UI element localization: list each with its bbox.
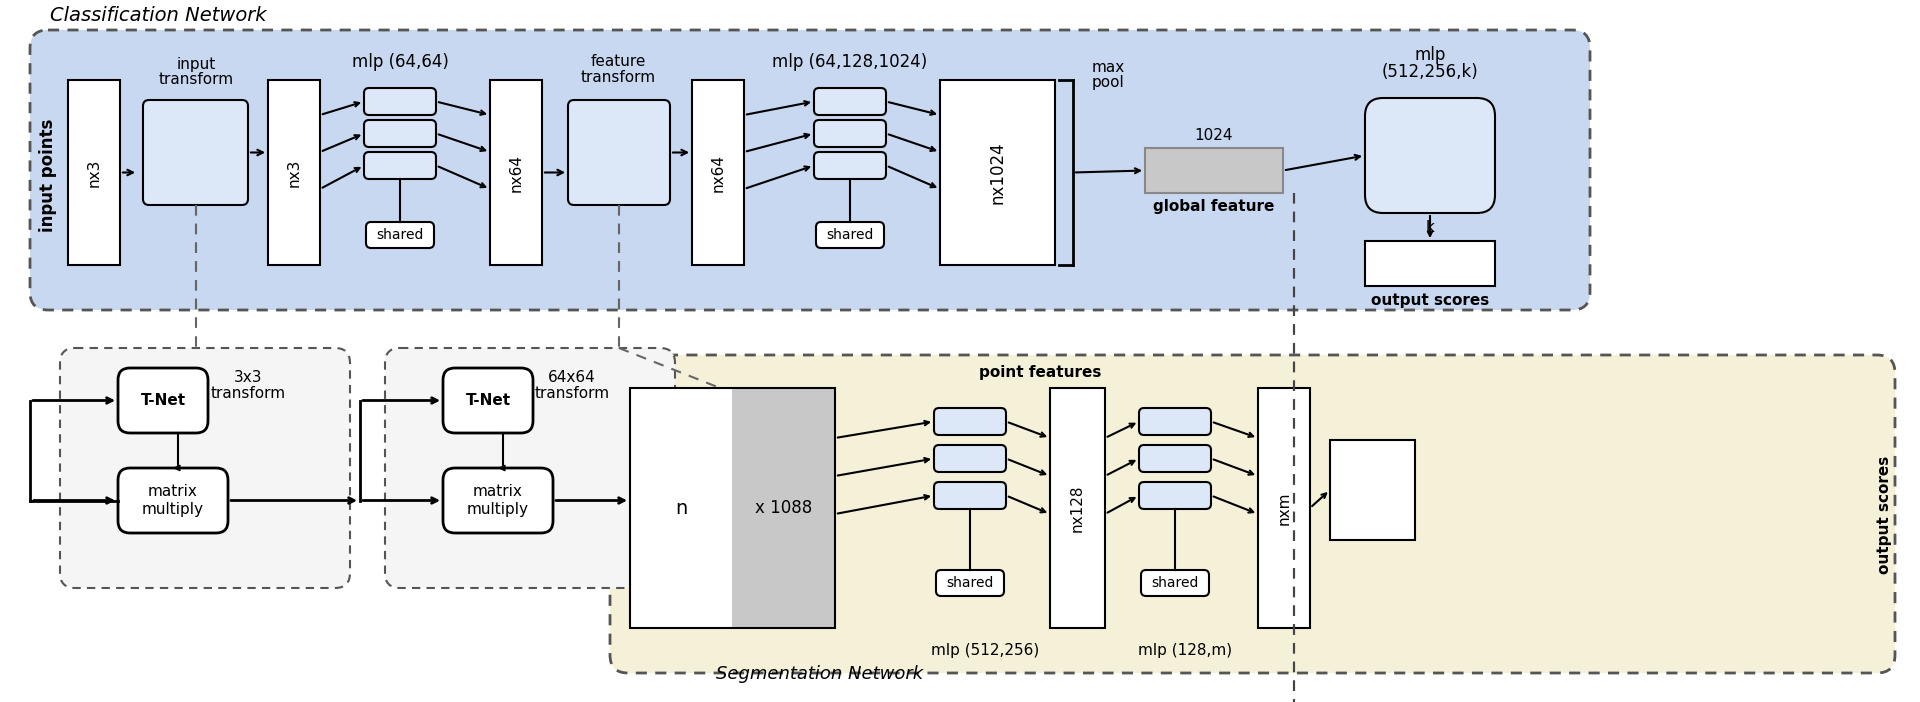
Text: output scores: output scores [1878, 456, 1893, 574]
Text: mlp (64,128,1024): mlp (64,128,1024) [772, 53, 927, 71]
FancyBboxPatch shape [60, 348, 349, 588]
FancyBboxPatch shape [814, 88, 885, 115]
Text: n: n [674, 498, 687, 517]
Text: shared: shared [947, 576, 995, 590]
Text: nx3: nx3 [86, 159, 102, 187]
Text: 3x3: 3x3 [234, 371, 263, 385]
Bar [630, 388, 732, 628]
FancyBboxPatch shape [814, 152, 885, 179]
FancyBboxPatch shape [444, 368, 534, 433]
Text: transform: transform [211, 385, 286, 401]
FancyBboxPatch shape [933, 482, 1006, 509]
Text: input: input [177, 58, 215, 72]
Text: x 1088: x 1088 [755, 499, 812, 517]
Text: nx3: nx3 [286, 159, 301, 187]
Bar [1050, 388, 1106, 628]
Text: nx64: nx64 [509, 154, 524, 192]
Bar [1365, 241, 1496, 286]
Bar [269, 80, 321, 265]
Text: k: k [1425, 220, 1434, 234]
Text: matrix
multiply: matrix multiply [142, 484, 204, 517]
Text: pool: pool [1092, 76, 1125, 91]
FancyBboxPatch shape [1140, 570, 1210, 596]
Text: shared: shared [826, 228, 874, 242]
FancyBboxPatch shape [31, 30, 1590, 310]
FancyBboxPatch shape [937, 570, 1004, 596]
Text: global feature: global feature [1154, 199, 1275, 213]
Text: max: max [1091, 60, 1125, 76]
Text: transform: transform [534, 385, 609, 401]
Text: transform: transform [580, 70, 655, 86]
Text: 1024: 1024 [1194, 128, 1233, 143]
Bar [1258, 388, 1309, 628]
Bar [691, 80, 745, 265]
FancyBboxPatch shape [365, 152, 436, 179]
Text: output scores: output scores [1371, 293, 1490, 307]
Text: (512,256,k): (512,256,k) [1382, 63, 1478, 81]
Bar [1144, 148, 1283, 193]
FancyBboxPatch shape [367, 222, 434, 248]
FancyBboxPatch shape [142, 100, 248, 205]
FancyBboxPatch shape [117, 468, 228, 533]
Text: mlp: mlp [1415, 46, 1446, 64]
FancyBboxPatch shape [1139, 482, 1212, 509]
Bar [630, 388, 835, 628]
Text: nx1024: nx1024 [989, 141, 1006, 204]
Text: transform: transform [159, 72, 234, 88]
Text: nx64: nx64 [710, 154, 726, 192]
Text: feature: feature [589, 55, 645, 69]
FancyBboxPatch shape [816, 222, 883, 248]
Text: T-Net: T-Net [465, 393, 511, 408]
Text: Segmentation Network: Segmentation Network [716, 665, 924, 683]
FancyBboxPatch shape [1139, 445, 1212, 472]
Text: mlp (64,64): mlp (64,64) [351, 53, 449, 71]
Bar [490, 80, 541, 265]
Text: matrix
multiply: matrix multiply [467, 484, 530, 517]
Text: nx128: nx128 [1069, 484, 1085, 531]
FancyBboxPatch shape [365, 120, 436, 147]
Text: T-Net: T-Net [140, 393, 186, 408]
FancyBboxPatch shape [814, 120, 885, 147]
Text: nxm: nxm [1277, 491, 1292, 525]
Text: mlp (128,m): mlp (128,m) [1139, 642, 1233, 658]
Text: point features: point features [979, 364, 1102, 380]
Bar [67, 80, 119, 265]
FancyBboxPatch shape [568, 100, 670, 205]
Text: 64x64: 64x64 [547, 371, 595, 385]
FancyBboxPatch shape [933, 408, 1006, 435]
Text: Classification Network: Classification Network [50, 6, 267, 25]
FancyBboxPatch shape [933, 445, 1006, 472]
Bar [1331, 440, 1415, 540]
FancyBboxPatch shape [365, 88, 436, 115]
Text: input points: input points [38, 119, 58, 232]
FancyBboxPatch shape [444, 468, 553, 533]
FancyBboxPatch shape [1365, 98, 1496, 213]
FancyBboxPatch shape [1139, 408, 1212, 435]
Text: shared: shared [376, 228, 424, 242]
FancyBboxPatch shape [611, 355, 1895, 673]
Bar [732, 388, 835, 628]
Bar [941, 80, 1054, 265]
FancyBboxPatch shape [386, 348, 676, 588]
Text: shared: shared [1152, 576, 1198, 590]
FancyBboxPatch shape [117, 368, 207, 433]
Text: mlp (512,256): mlp (512,256) [931, 642, 1039, 658]
